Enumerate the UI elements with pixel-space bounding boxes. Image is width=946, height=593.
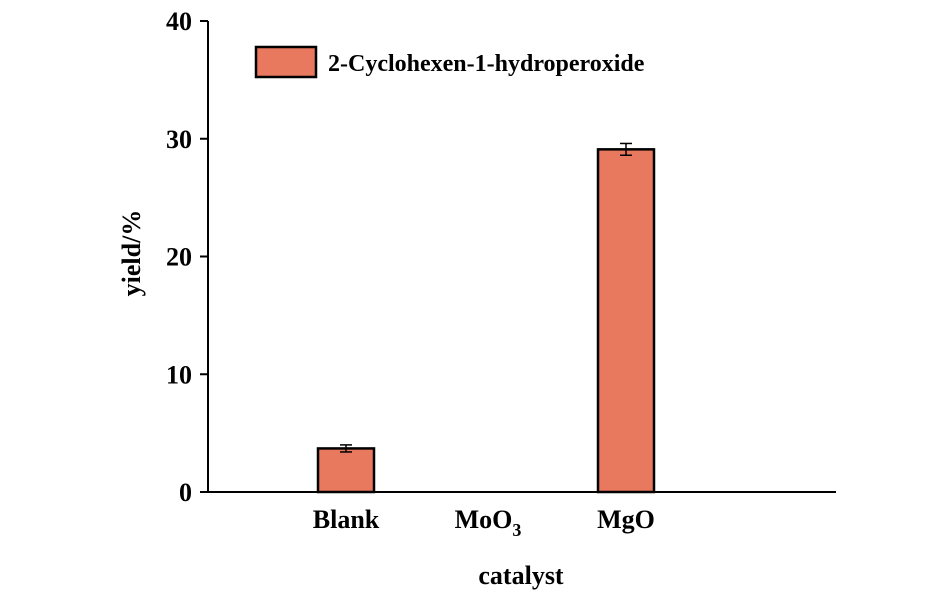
legend-label: 2-Cyclohexen-1-hydroperoxide [328,51,645,77]
y-tick-label: 40 [166,7,192,36]
x-tick-label: MoO3 [455,505,522,540]
x-tick-labels: Blank MoO3 MgO [313,505,655,540]
y-axis-title: yield/% [117,210,146,297]
bar-blank [316,447,376,494]
bar-mgo [596,148,656,494]
y-tick-label: 10 [166,360,192,389]
x-axis-title: catalyst [478,561,564,590]
y-tick-label: 30 [166,125,192,154]
y-tick-label: 20 [166,243,192,272]
y-tick-label: 0 [179,478,192,507]
y-ticks: 0 10 20 30 40 [166,7,208,507]
axes [207,21,836,493]
x-tick-label: Blank [313,505,380,534]
legend: 2-Cyclohexen-1-hydroperoxide [254,45,645,79]
legend-swatch [254,45,318,79]
x-tick-label: MgO [597,505,655,534]
bars-layer [316,142,656,494]
